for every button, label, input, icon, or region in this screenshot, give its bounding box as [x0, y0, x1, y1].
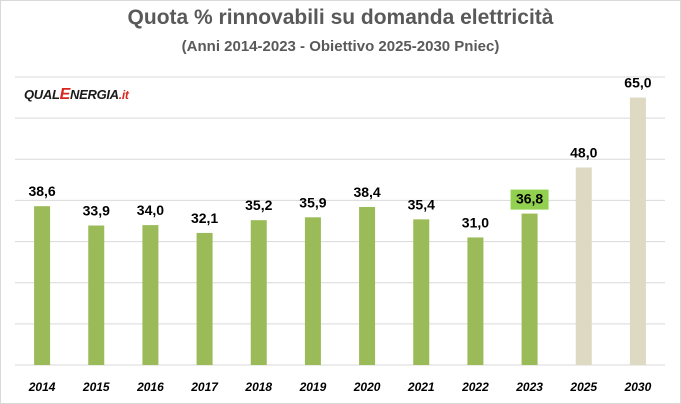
value-label-2017: 32,1: [191, 210, 218, 226]
category-label-2019: 2019: [299, 380, 327, 394]
chart-title: Quota % rinnovabili su domanda elettrici…: [127, 6, 554, 29]
bar-2021: [413, 219, 430, 365]
value-label-2025: 48,0: [570, 145, 597, 161]
value-label-2015: 33,9: [83, 203, 110, 219]
category-label-2023: 2023: [515, 380, 543, 394]
value-label-2023: 36,8: [516, 191, 543, 207]
category-label-2030: 2030: [624, 380, 652, 394]
bar-2014: [34, 206, 51, 365]
bar-2016: [142, 225, 159, 365]
category-label-2022: 2022: [461, 380, 489, 394]
logo-text-it: .it: [118, 88, 129, 102]
category-label-2020: 2020: [353, 380, 381, 394]
value-label-2022: 31,0: [462, 214, 489, 230]
bar-2025: [575, 167, 592, 365]
bar-2030: [629, 97, 646, 366]
bar-2019: [304, 217, 321, 365]
value-label-2016: 34,0: [137, 202, 164, 218]
value-label-2019: 35,9: [299, 194, 326, 210]
logo-text-qual: QUAL: [24, 87, 60, 102]
bar-2018: [250, 220, 267, 365]
bar-2020: [359, 207, 376, 365]
value-label-2030: 65,0: [624, 75, 651, 91]
logo-text-nergia: NERGIA: [70, 87, 119, 102]
value-label-2018: 35,2: [245, 197, 272, 213]
bar-2015: [88, 225, 105, 365]
value-label-2014: 38,6: [28, 183, 55, 199]
category-label-2014: 2014: [28, 380, 56, 394]
bar-2023: [521, 213, 538, 365]
category-label-2021: 2021: [407, 380, 435, 394]
category-label-2017: 2017: [190, 380, 219, 394]
value-label-2021: 35,4: [408, 196, 435, 212]
category-label-2016: 2016: [136, 380, 164, 394]
logo-text-e: E: [59, 86, 71, 103]
bar-2022: [467, 237, 484, 365]
bar-2017: [196, 232, 213, 365]
category-label-2015: 2015: [82, 380, 110, 394]
category-label-2025: 2025: [569, 380, 597, 394]
value-label-2020: 38,4: [353, 184, 380, 200]
category-label-2018: 2018: [244, 380, 272, 394]
highlight-label-background: [510, 189, 549, 210]
qualenergia-logo: QUALENERGIA.it: [24, 86, 129, 104]
chart-subtitle: (Anni 2014-2023 - Obiettivo 2025-2030 Pn…: [181, 38, 500, 55]
